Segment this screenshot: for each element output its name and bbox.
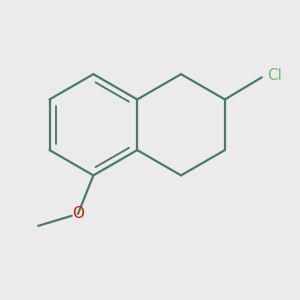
Text: O: O <box>72 206 84 221</box>
Text: Cl: Cl <box>267 68 282 83</box>
